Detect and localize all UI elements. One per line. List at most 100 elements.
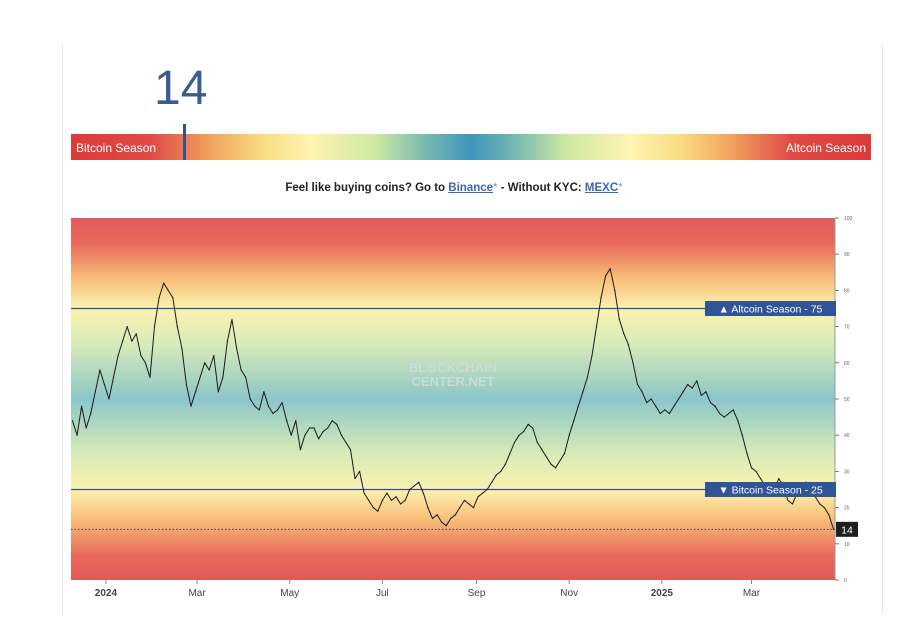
data-point	[559, 459, 561, 462]
data-point	[235, 347, 238, 349]
data-point	[477, 496, 479, 498]
data-point	[267, 405, 270, 407]
y-tick-label: 80	[844, 288, 850, 294]
data-point	[377, 510, 379, 512]
data-point	[655, 405, 657, 407]
data-point	[472, 507, 475, 509]
altcoin-index-line	[72, 268, 834, 530]
data-point	[741, 434, 743, 436]
x-tick-label: Sep	[468, 588, 486, 599]
data-point	[245, 376, 247, 378]
data-point	[99, 369, 101, 371]
data-point	[308, 427, 311, 429]
data-point	[354, 478, 356, 480]
data-point	[609, 268, 611, 270]
data-point	[646, 402, 648, 404]
data-point	[349, 449, 352, 451]
data-point	[390, 499, 393, 501]
data-point	[536, 441, 538, 444]
data-point	[709, 402, 712, 404]
data-point	[682, 391, 684, 393]
data-point	[568, 434, 570, 436]
data-point	[504, 463, 507, 465]
data-point	[445, 525, 447, 527]
data-point	[564, 452, 566, 454]
data-point	[144, 362, 147, 364]
data-point	[650, 398, 652, 400]
axis-ticks: 0 10 20 30 40 50 60 70 80 90 100 2024 Mar May Jul Sep No…	[95, 216, 853, 599]
data-point	[436, 514, 438, 516]
data-point	[750, 467, 753, 469]
data-point	[372, 507, 374, 509]
x-tick-label: 2024	[95, 588, 118, 599]
y-tick-label: 50	[844, 397, 850, 403]
data-point	[691, 387, 693, 389]
current-value-badge	[836, 521, 858, 537]
data-point	[90, 412, 92, 415]
x-tick-label: Mar	[743, 588, 761, 599]
data-point	[194, 391, 197, 393]
data-point	[131, 340, 133, 342]
data-point	[778, 478, 780, 480]
binance-link[interactable]: Binance	[448, 182, 494, 194]
data-point	[728, 412, 730, 415]
y-tick-label: 20	[844, 506, 850, 512]
watermark-line-1: BL⊙CKCHAIN	[409, 360, 497, 375]
data-point	[122, 340, 124, 342]
data-point	[263, 391, 265, 393]
data-point	[135, 333, 137, 335]
data-point	[605, 275, 607, 277]
data-point	[459, 507, 461, 509]
watermark-line-2: CENTER.NET	[411, 374, 494, 389]
data-point	[687, 383, 689, 386]
x-tick-label: Jul	[376, 588, 389, 599]
data-point	[286, 420, 288, 422]
data-point	[819, 503, 821, 505]
data-point	[791, 503, 794, 505]
data-point	[595, 326, 598, 328]
threshold-badge	[705, 301, 836, 316]
data-point	[627, 344, 630, 346]
data-point	[632, 362, 634, 364]
mexc-link[interactable]: MEXC	[584, 182, 619, 194]
promo-lead: Feel like buying coins? Go to	[285, 182, 449, 194]
data-point	[541, 449, 543, 451]
data-point	[176, 326, 178, 328]
data-point	[463, 499, 465, 501]
data-point	[787, 499, 789, 501]
data-point	[322, 430, 324, 433]
data-point	[532, 427, 534, 429]
data-point	[550, 463, 552, 465]
data-point	[523, 430, 525, 433]
data-point	[345, 441, 347, 444]
data-point	[103, 383, 106, 386]
x-tick-label: 2025	[651, 588, 674, 599]
data-point	[673, 405, 675, 407]
data-point	[468, 503, 470, 505]
data-point	[340, 434, 342, 436]
data-point	[527, 423, 529, 425]
data-point	[518, 434, 520, 436]
data-point	[404, 499, 406, 501]
data-point	[181, 347, 183, 349]
data-point	[636, 383, 639, 386]
data-point	[664, 409, 666, 411]
data-point	[368, 499, 370, 501]
x-tick-label: May	[280, 588, 299, 599]
data-point	[249, 398, 251, 400]
data-point	[126, 326, 128, 328]
altcoin-index-value: 14	[154, 62, 208, 115]
data-point	[623, 333, 625, 335]
data-point	[577, 405, 579, 407]
x-tick-label: Nov	[560, 588, 578, 599]
threshold-badge-label: ▲ Altcoin Season - 75	[719, 304, 823, 316]
data-point	[486, 488, 488, 491]
y-axis-panel	[835, 218, 871, 580]
data-point	[450, 517, 452, 520]
data-point	[149, 376, 151, 378]
threshold-badge-label: ▼ Bitcoin Season - 25	[718, 485, 823, 497]
data-point	[358, 470, 361, 472]
data-point	[158, 297, 160, 299]
data-point	[832, 528, 835, 530]
